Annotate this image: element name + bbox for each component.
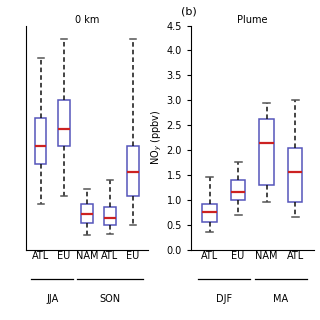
PathPatch shape — [260, 119, 274, 185]
Text: MA: MA — [273, 294, 288, 304]
Title: Plume: Plume — [237, 15, 268, 25]
PathPatch shape — [127, 146, 139, 196]
Text: DJF: DJF — [216, 294, 232, 304]
Text: (b): (b) — [181, 7, 197, 17]
PathPatch shape — [58, 100, 69, 146]
PathPatch shape — [288, 148, 302, 202]
PathPatch shape — [104, 207, 116, 225]
PathPatch shape — [81, 204, 93, 223]
Text: JJA: JJA — [46, 294, 58, 304]
PathPatch shape — [231, 180, 245, 200]
Title: 0 km: 0 km — [75, 15, 99, 25]
PathPatch shape — [203, 204, 217, 222]
PathPatch shape — [35, 118, 46, 164]
Y-axis label: NO$_y$ (ppbv): NO$_y$ (ppbv) — [149, 110, 164, 165]
Text: SON: SON — [100, 294, 121, 304]
